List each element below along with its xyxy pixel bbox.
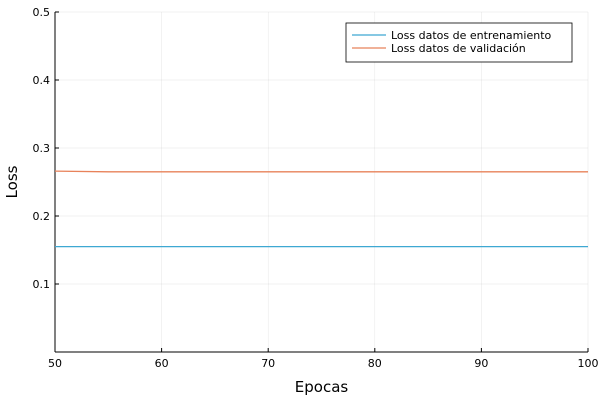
x-tick-label: 60 [155, 357, 169, 370]
y-tick-label: 0.4 [33, 74, 51, 87]
x-axis-title: Epocas [295, 378, 349, 396]
y-tick-label: 0.5 [33, 6, 51, 19]
tick-labels: 50 60 70 80 90 100 0.1 0.2 0.3 0.4 0.5 [33, 6, 599, 370]
data-series [54, 170, 588, 248]
axes [54, 11, 589, 353]
grid-lines [54, 11, 589, 352]
y-axis-title: Loss [3, 165, 21, 198]
legend-box [345, 22, 573, 63]
x-tick-label: 90 [474, 357, 488, 370]
y-tick-label: 0.3 [33, 142, 51, 155]
x-tick-label: 50 [48, 357, 62, 370]
x-tick-label: 100 [578, 357, 599, 370]
y-tick-label: 0.1 [33, 278, 51, 291]
legend-label-2: Loss datos de validación [391, 42, 526, 55]
x-tick-label: 80 [368, 357, 382, 370]
legend-label-1: Loss datos de entrenamiento [391, 29, 552, 42]
x-tick-label: 70 [261, 357, 275, 370]
y-tick-label: 0.2 [33, 210, 51, 223]
series-line-2 [54, 170, 588, 173]
